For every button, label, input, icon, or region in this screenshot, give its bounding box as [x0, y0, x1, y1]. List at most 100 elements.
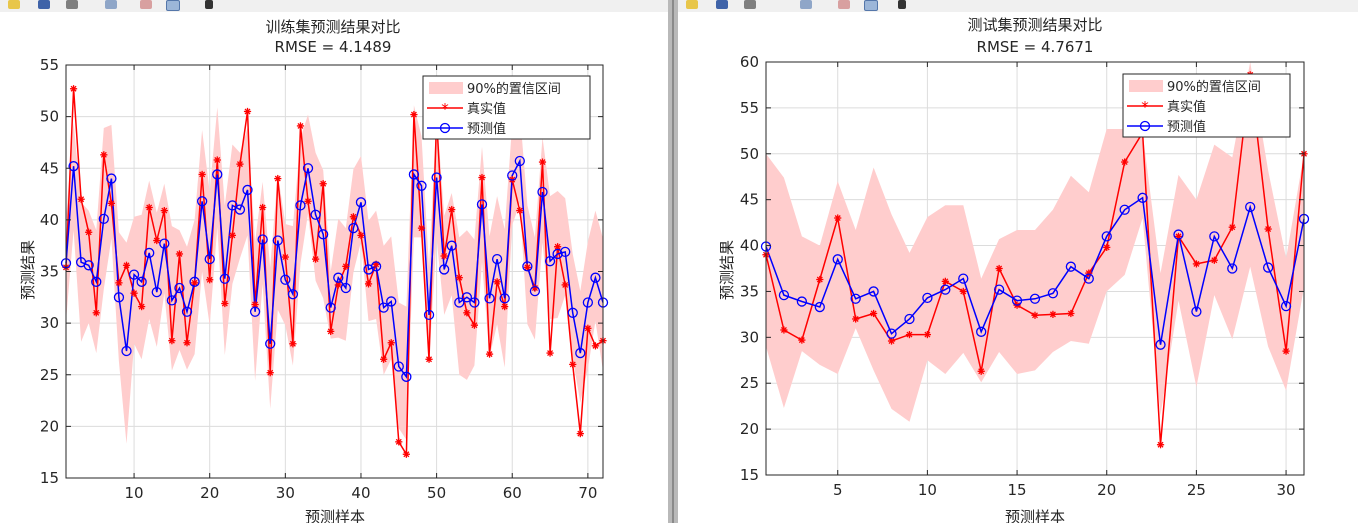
test-actual-point [959, 287, 967, 296]
test-actual-point [834, 214, 842, 222]
test-predicted-point [1280, 300, 1292, 312]
train-actual-point [138, 303, 146, 311]
train-predicted-line [65, 158, 604, 379]
train-actual-point [221, 299, 229, 308]
train-x-tick-label: 70 [578, 484, 597, 502]
test-predicted-point [1029, 293, 1041, 304]
folder-icon[interactable] [8, 0, 20, 9]
test-predicted-point [904, 313, 915, 325]
train-y-tick-label: 15 [40, 469, 59, 487]
train-predicted-point [582, 297, 594, 308]
train-actual-point [554, 243, 562, 251]
test-actual-point [1049, 310, 1057, 318]
test-predicted-point [976, 326, 987, 337]
train-y-tick-label: 40 [40, 211, 59, 229]
train-actual-point [395, 438, 403, 446]
train-predicted-point [272, 235, 283, 246]
train-actual-point [410, 110, 418, 119]
test-actual-point [1282, 347, 1290, 355]
train-actual-point [168, 337, 176, 345]
test-axes-frame [765, 61, 1305, 476]
test-predicted-point [1101, 231, 1112, 242]
train-actual-point [493, 278, 501, 286]
test-actual-point [798, 336, 806, 344]
window-divider[interactable] [668, 0, 678, 523]
train-actual-point [327, 327, 335, 335]
train-actual-point [183, 339, 191, 347]
pan-icon[interactable] [166, 0, 180, 11]
zoom-icon[interactable] [105, 0, 117, 9]
train-actual-point [281, 253, 289, 261]
train-predicted-point [386, 296, 397, 307]
pointer-icon[interactable] [898, 0, 906, 9]
test-predicted-point [958, 273, 969, 284]
train-actual-point [304, 197, 312, 205]
train-predicted-point [333, 272, 344, 283]
train-predicted-point [476, 199, 488, 210]
train-actual-point [69, 85, 78, 93]
train-predicted-point [514, 155, 525, 167]
test-predicted-point [886, 328, 897, 339]
train-actual-point [387, 339, 395, 347]
train-actual-point [319, 180, 327, 188]
test-predicted-point [1191, 306, 1202, 317]
zoom-icon[interactable] [800, 0, 812, 9]
train-predicted-point [257, 234, 268, 245]
test-predicted-point [1047, 288, 1059, 299]
train-x-axis-label: 预测样本 [305, 508, 365, 523]
train-actual-point [357, 231, 365, 239]
train-actual-point [145, 203, 153, 212]
train-legend[interactable]: 90%的置信区间 * 真实值 预测值 [422, 75, 591, 140]
test-predicted-point [778, 289, 790, 301]
legend-predicted-marker [439, 122, 451, 134]
train-x-tick-label: 60 [503, 484, 522, 502]
train-predicted-point [144, 247, 155, 259]
save-icon[interactable] [38, 0, 50, 9]
train-predicted-point [393, 361, 404, 372]
pointer-icon[interactable] [205, 0, 213, 9]
train-chart: 10 20 30 40 50 60 70 15 20 25 30 35 40 45 50 55 训练集预测结果… [19, 18, 609, 523]
test-y-tick-label: 60 [740, 53, 759, 71]
data-cursor-icon[interactable] [140, 0, 152, 9]
test-y-tick-label: 35 [740, 282, 759, 300]
train-actual-point [153, 236, 161, 245]
train-predicted-point [295, 200, 306, 211]
test-predicted-point [1209, 231, 1220, 242]
train-predicted-point [378, 302, 389, 313]
test-actual-point [1228, 223, 1236, 231]
legend-band-label: 90%的置信区间 [467, 81, 561, 97]
train-x-tick-label: 20 [200, 484, 219, 502]
train-y-tick-label: 25 [40, 366, 59, 384]
test-legend[interactable]: 90%的置信区间 * 真实值 预测值 [1122, 73, 1291, 138]
test-rmse: RMSE = 4.7671 [977, 38, 1094, 56]
train-predicted-point [355, 197, 367, 208]
train-predicted-point [302, 163, 314, 174]
folder-icon[interactable] [686, 0, 698, 9]
train-predicted-point [552, 248, 563, 260]
train-predicted-point [439, 264, 450, 275]
print-icon[interactable] [66, 0, 78, 9]
train-x-tick-label: 30 [276, 484, 295, 502]
train-x-tick-label: 10 [125, 484, 144, 502]
data-cursor-icon[interactable] [838, 0, 850, 9]
train-predicted-point [151, 286, 162, 298]
train-predicted-point [189, 276, 200, 287]
train-actual-point [470, 321, 479, 329]
test-actual-point [1121, 158, 1129, 166]
test-y-tick-label: 20 [740, 420, 759, 438]
pan-icon[interactable] [864, 0, 878, 11]
save-icon[interactable] [716, 0, 728, 9]
test-predicted-point [796, 296, 808, 307]
train-predicted-point [529, 285, 541, 297]
train-actual-point [380, 355, 388, 363]
train-predicted-point [401, 371, 412, 382]
legend-band-swatch [429, 82, 463, 94]
legend-band-label: 90%的置信区间 [1167, 79, 1261, 95]
test-actual-point [887, 337, 896, 345]
print-icon[interactable] [744, 0, 756, 9]
train-actual-point [107, 199, 115, 207]
test-y-tick-label: 15 [740, 466, 759, 484]
test-actual-point [1103, 243, 1111, 251]
train-predicted-point [423, 309, 435, 321]
test-x-tick-label: 30 [1277, 481, 1296, 499]
